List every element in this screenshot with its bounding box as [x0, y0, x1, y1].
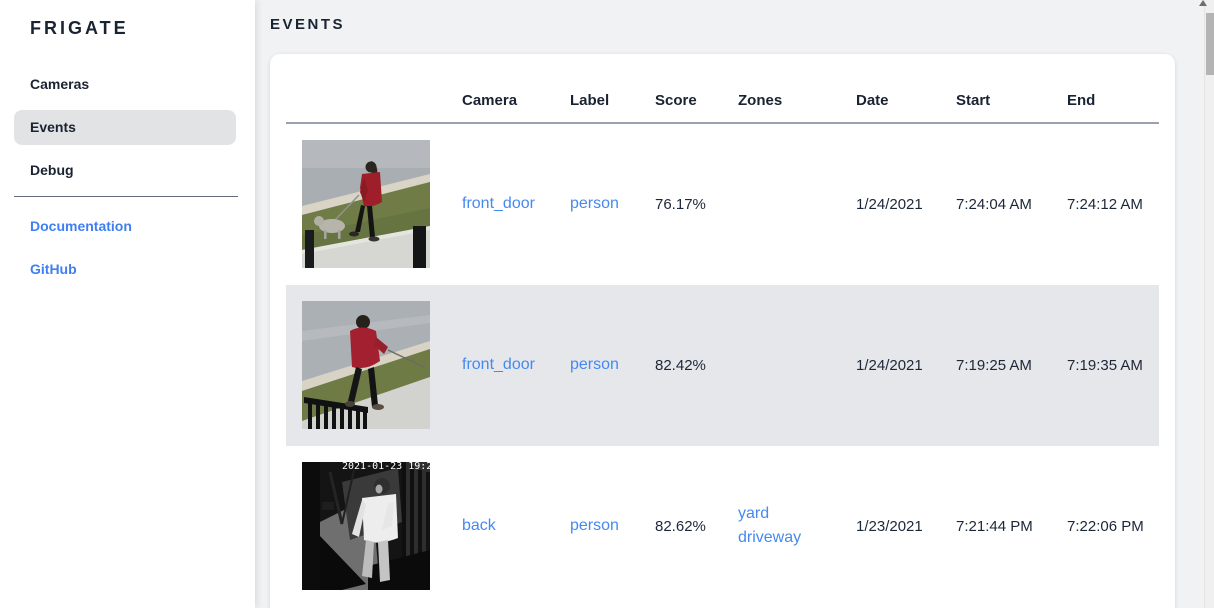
snapshot-person-hoodie-daytime — [302, 301, 430, 429]
end-value: 7:24:12 AM — [1067, 195, 1143, 213]
zone-link[interactable]: yard — [738, 505, 770, 522]
camera-link[interactable]: back — [462, 517, 496, 534]
end-value: 7:22:06 PM — [1067, 517, 1144, 535]
col-header-camera: Camera — [446, 70, 554, 124]
col-header-thumbnail — [286, 70, 446, 124]
start-value: 7:21:44 PM — [956, 517, 1033, 535]
event-row[interactable]: front_door person 82.42% 1/24/2021 7:19:… — [286, 285, 1159, 446]
score-value: 82.62% — [655, 517, 706, 535]
table-header-row: Camera Label Score Zones Date Start End — [286, 70, 1159, 124]
vertical-scrollbar[interactable] — [1199, 0, 1214, 608]
col-header-date: Date — [840, 70, 940, 124]
start-value: 7:19:25 AM — [956, 356, 1032, 374]
scrollbar-thumb[interactable] — [1206, 13, 1214, 75]
camera-link[interactable]: front_door — [462, 195, 535, 212]
scrollbar-up-arrow-icon[interactable] — [1199, 0, 1207, 6]
score-value: 82.42% — [655, 356, 706, 374]
main-content: EVENTS Camera Label Score Zones Date Sta… — [255, 0, 1214, 608]
date-value: 1/23/2021 — [856, 517, 923, 535]
zones-cell — [722, 285, 840, 446]
events-card: Camera Label Score Zones Date Start End — [270, 54, 1175, 608]
sidebar-item-cameras[interactable]: Cameras — [30, 76, 90, 92]
col-header-end: End — [1051, 70, 1159, 124]
sidebar-link-documentation[interactable]: Documentation — [30, 218, 132, 234]
start-value: 7:24:04 AM — [956, 195, 1032, 213]
label-link[interactable]: person — [570, 517, 619, 534]
page-title: EVENTS — [270, 16, 346, 33]
thumbnail-timestamp-overlay: 2021-01-23 19:21:44 — [342, 462, 430, 472]
date-value: 1/24/2021 — [856, 356, 923, 374]
events-table: Camera Label Score Zones Date Start End — [286, 70, 1159, 607]
end-value: 7:19:35 AM — [1067, 356, 1143, 374]
snapshot-person-night-infrared: 2021-01-23 19:21:44 — [302, 462, 430, 590]
event-thumbnail[interactable] — [302, 140, 430, 268]
label-link[interactable]: person — [570, 195, 619, 212]
event-thumbnail[interactable] — [302, 301, 430, 429]
sidebar-divider — [14, 196, 238, 197]
event-row[interactable]: 2021-01-23 19:21:44 back person 82.62% y… — [286, 446, 1159, 607]
sidebar-item-events[interactable]: Events — [14, 110, 236, 145]
date-value: 1/24/2021 — [856, 195, 923, 213]
zones-cell — [722, 123, 840, 285]
col-header-score: Score — [639, 70, 722, 124]
col-header-label: Label — [554, 70, 639, 124]
camera-link[interactable]: front_door — [462, 356, 535, 373]
zone-link[interactable]: driveway — [738, 529, 802, 546]
score-value: 76.17% — [655, 195, 706, 213]
zones-cell: yard driveway — [722, 446, 840, 607]
label-link[interactable]: person — [570, 356, 619, 373]
app-logo[interactable]: FRIGATE — [30, 18, 129, 38]
sidebar-external-links: Documentation GitHub — [0, 209, 255, 287]
sidebar: FRIGATE Cameras Events Debug Documentati… — [0, 0, 255, 608]
sidebar-link-github[interactable]: GitHub — [30, 261, 77, 277]
sidebar-nav: Cameras Events Debug — [0, 67, 255, 188]
col-header-start: Start — [940, 70, 1051, 124]
event-thumbnail[interactable]: 2021-01-23 19:21:44 — [302, 462, 430, 590]
snapshot-person-dog-daytime — [302, 140, 430, 268]
sidebar-item-debug[interactable]: Debug — [30, 162, 74, 178]
event-row[interactable]: front_door person 76.17% 1/24/2021 7:24:… — [286, 123, 1159, 285]
col-header-zones: Zones — [722, 70, 840, 124]
